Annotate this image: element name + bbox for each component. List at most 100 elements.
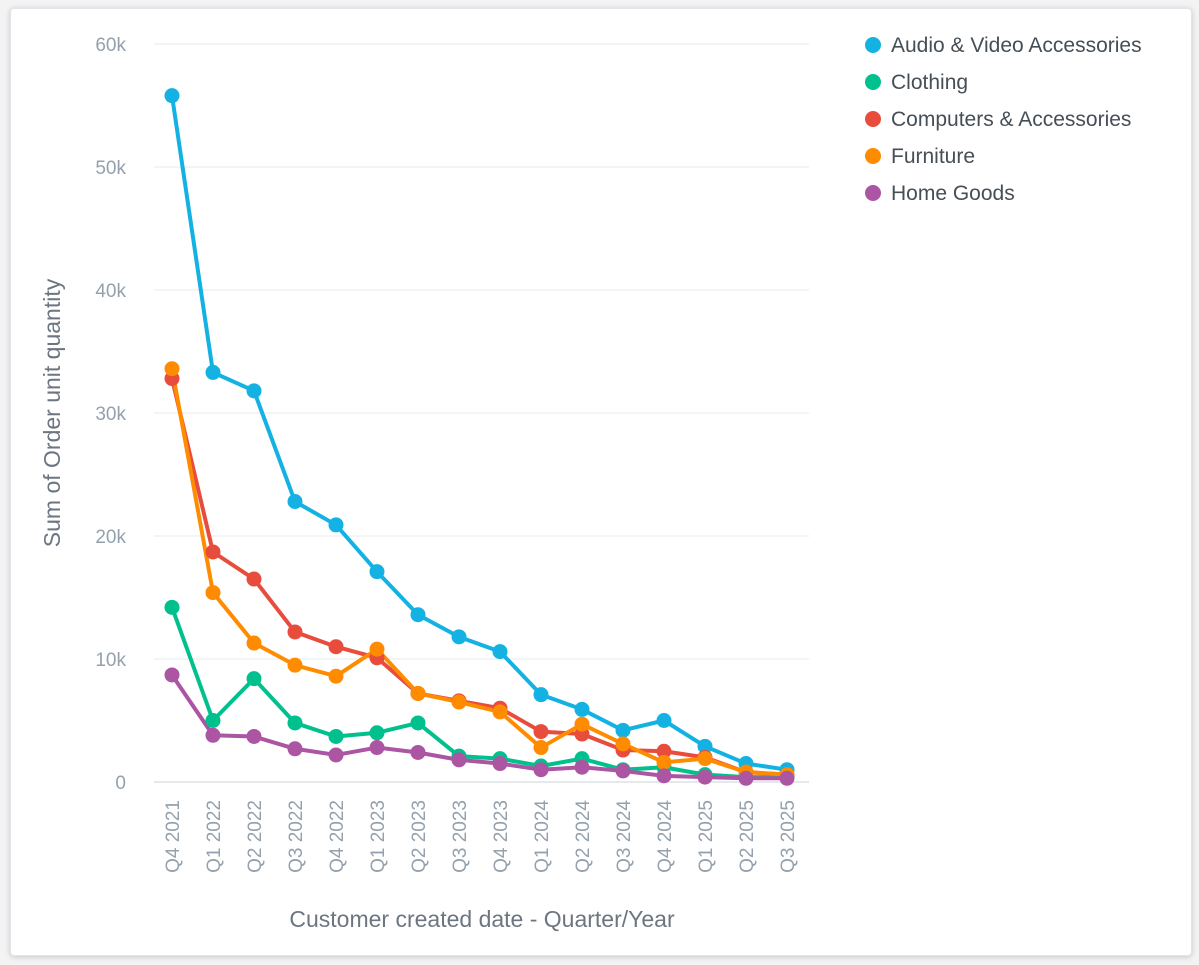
data-point[interactable] <box>656 713 672 728</box>
chart-card: 0 10k 20k 30k 40k 50k 60k Q4 2021 Q1 2022 Q2 202… <box>10 8 1192 956</box>
data-point[interactable] <box>533 724 549 740</box>
legend-item[interactable]: Clothing <box>865 71 968 94</box>
legend: Audio & Video Accessories Clothing Compute… <box>865 34 1142 205</box>
series-line <box>170 93 789 772</box>
x-tick-label: Q4 2022 <box>327 800 348 873</box>
data-point[interactable] <box>287 741 303 757</box>
data-point[interactable] <box>615 763 631 779</box>
legend-marker <box>865 74 881 90</box>
x-tick-label: Q4 2024 <box>655 800 676 873</box>
data-point[interactable] <box>697 769 713 785</box>
data-point[interactable] <box>369 564 385 580</box>
legend-label: Computers & Accessories <box>891 108 1131 131</box>
x-tick-label: Q4 2023 <box>491 800 512 873</box>
data-point[interactable] <box>533 687 549 703</box>
data-point[interactable] <box>697 738 713 754</box>
series-line <box>170 672 789 781</box>
data-point[interactable] <box>205 585 221 601</box>
data-point[interactable] <box>738 770 754 786</box>
x-tick-label: Q2 2022 <box>245 800 266 873</box>
data-point[interactable] <box>574 701 590 717</box>
data-point[interactable] <box>656 768 672 784</box>
data-point[interactable] <box>287 494 303 510</box>
legend-label: Furniture <box>891 145 975 168</box>
data-point[interactable] <box>410 685 426 701</box>
x-tick-label: Q3 2023 <box>450 800 471 873</box>
data-point[interactable] <box>164 361 180 377</box>
data-point[interactable] <box>287 715 303 731</box>
legend-label: Home Goods <box>891 182 1015 205</box>
legend-marker <box>865 185 881 201</box>
legend-label: Clothing <box>891 71 968 94</box>
data-point[interactable] <box>615 722 631 738</box>
data-point[interactable] <box>656 754 672 770</box>
data-point[interactable] <box>246 635 262 651</box>
data-point[interactable] <box>246 671 262 687</box>
x-axis-ticks: Q4 2021 Q1 2022 Q2 2022 Q3 2022 Q4 2022 Q1 20… <box>163 800 799 873</box>
data-point[interactable] <box>164 599 180 615</box>
data-point[interactable] <box>492 704 508 720</box>
data-point[interactable] <box>246 728 262 744</box>
data-point[interactable] <box>328 728 344 744</box>
data-point[interactable] <box>410 715 426 731</box>
data-point[interactable] <box>246 383 262 399</box>
data-point[interactable] <box>205 544 221 560</box>
line-chart: 0 10k 20k 30k 40k 50k 60k Q4 2021 Q1 2022 Q2 202… <box>39 34 1142 932</box>
data-point[interactable] <box>328 747 344 763</box>
data-point[interactable] <box>328 517 344 533</box>
gridlines <box>154 43 809 783</box>
legend-label: Audio & Video Accessories <box>891 34 1142 57</box>
series-line <box>170 366 789 777</box>
data-point[interactable] <box>369 725 385 741</box>
data-point[interactable] <box>451 752 467 768</box>
data-point[interactable] <box>697 751 713 767</box>
x-tick-label: Q4 2021 <box>163 800 184 873</box>
series-line <box>170 605 789 780</box>
data-point[interactable] <box>574 716 590 732</box>
legend-item[interactable]: Audio & Video Accessories <box>865 34 1142 57</box>
data-point[interactable] <box>451 694 467 710</box>
data-point[interactable] <box>164 667 180 683</box>
data-point[interactable] <box>410 607 426 623</box>
data-point[interactable] <box>574 759 590 775</box>
legend-item[interactable]: Furniture <box>865 145 975 168</box>
x-tick-label: Q2 2023 <box>409 800 430 873</box>
y-axis-title: Sum of Order unit quantity <box>39 278 65 547</box>
legend-item[interactable]: Computers & Accessories <box>865 108 1131 131</box>
data-point[interactable] <box>287 624 303 640</box>
data-point[interactable] <box>369 740 385 756</box>
x-axis-title: Customer created date - Quarter/Year <box>289 906 675 932</box>
data-point[interactable] <box>779 770 795 786</box>
y-axis-ticks: 0 10k 20k 30k 40k 50k 60k <box>95 35 126 794</box>
data-point[interactable] <box>369 641 385 657</box>
x-tick-label: Q3 2024 <box>614 800 635 873</box>
data-point[interactable] <box>205 364 221 380</box>
data-point[interactable] <box>328 639 344 655</box>
data-point[interactable] <box>656 743 672 759</box>
x-tick-label: Q2 2024 <box>573 800 594 873</box>
y-tick-label: 20k <box>95 527 126 548</box>
data-point[interactable] <box>246 571 262 587</box>
data-point[interactable] <box>492 644 508 660</box>
legend-marker <box>865 148 881 164</box>
data-point[interactable] <box>533 762 549 778</box>
data-point[interactable] <box>451 629 467 645</box>
x-tick-label: Q1 2022 <box>204 800 225 873</box>
data-point[interactable] <box>492 756 508 772</box>
data-point[interactable] <box>615 736 631 752</box>
data-point[interactable] <box>410 744 426 760</box>
data-point[interactable] <box>287 657 303 673</box>
series-line <box>170 376 789 777</box>
y-tick-label: 10k <box>95 650 126 671</box>
data-point[interactable] <box>533 740 549 756</box>
data-point[interactable] <box>205 727 221 743</box>
legend-item[interactable]: Home Goods <box>865 182 1015 205</box>
data-point[interactable] <box>328 668 344 684</box>
x-tick-label: Q1 2023 <box>368 800 389 873</box>
data-point[interactable] <box>205 713 221 728</box>
y-tick-label: 60k <box>95 35 126 56</box>
y-tick-label: 50k <box>95 158 126 179</box>
data-point[interactable] <box>164 88 180 104</box>
y-tick-label: 40k <box>95 281 126 302</box>
x-tick-label: Q3 2025 <box>778 800 799 873</box>
